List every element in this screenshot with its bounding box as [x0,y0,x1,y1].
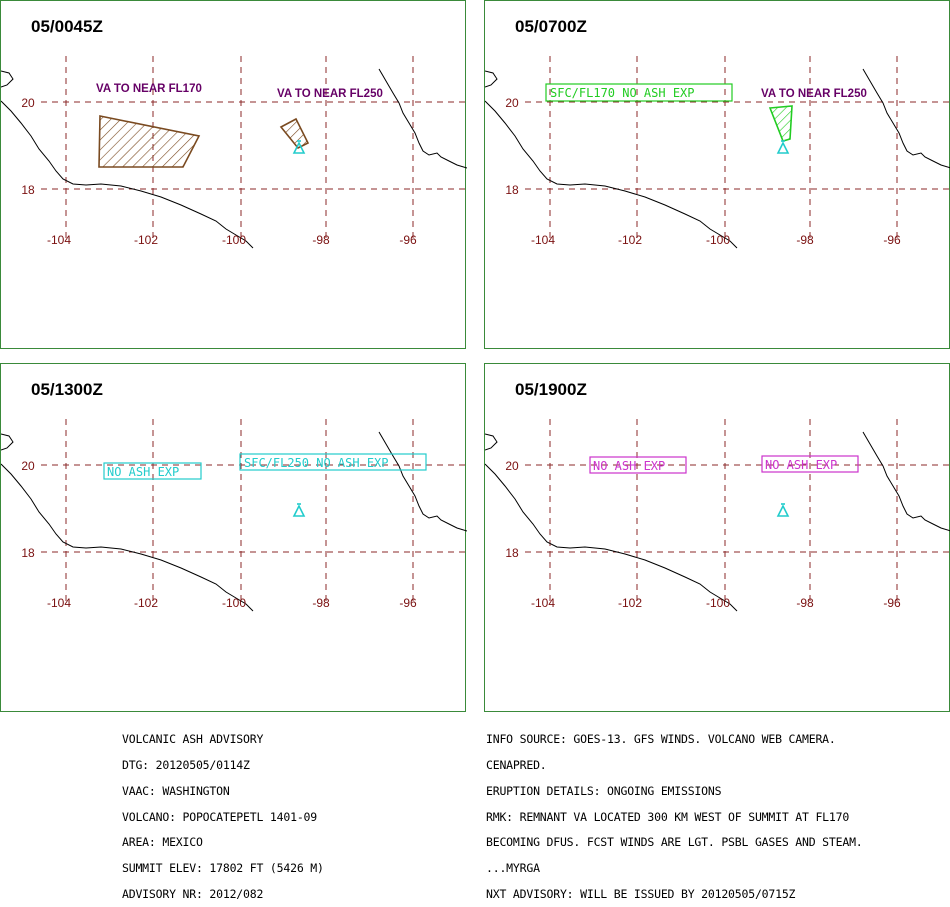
advisory-line: ADVISORY NR: 2012/082 [122,886,264,901]
lon-tick-label: -96 [883,233,901,247]
map-canvas: NO ASH EXP SFC/FL250 NO ASH EXP -104 -10… [1,419,467,612]
lon-tick-label: -98 [796,596,814,610]
panel-time-label: 05/0700Z [515,17,587,36]
map-canvas: -104 -102 -100 -98 -96 20 18 VA TO NEAR … [1,56,467,249]
advisory-line: VAAC: WASHINGTON [122,783,230,798]
lon-tick-label: -96 [399,596,417,610]
coastline-gulf [378,68,467,169]
lon-tick-label: -102 [134,233,158,247]
lat-tick-label: 20 [21,96,35,110]
ash-cloud-fl170 [98,115,201,168]
ash-cloud-fl250 [768,105,793,142]
lon-tick-label: -104 [47,596,71,610]
no-ash-label: NO ASH EXP [593,459,665,473]
no-ash-label: NO ASH EXP [765,458,837,472]
advisory-line: SUMMIT ELEV: 17802 FT (5426 M) [122,861,324,876]
panel-time-label: 05/1300Z [31,380,103,399]
forecast-panel-0045z: 05/0045Z -104 -102 [0,0,467,349]
coastline-gulf [862,431,950,532]
coastline-pacific [1,70,254,249]
volcano-triangle-icon [776,503,790,517]
lon-tick-label: -98 [312,596,330,610]
lon-tick-label: -102 [134,596,158,610]
lon-tick-label: -100 [706,596,730,610]
lon-tick-label: -96 [883,596,901,610]
forecast-panel-1300z: 05/1300Z NO ASH EXP SFC/FL250 NO ASH EXP… [0,363,467,712]
coastline-gulf [862,68,950,169]
advisory-line: ...MYRGA [486,861,540,876]
panel-time-label: 05/0045Z [31,17,103,36]
ash-cloud-fl250 [279,117,310,150]
forecast-panel-1900z: 05/1900Z NO ASH EXP NO ASH EXP -104 -102… [484,363,950,712]
va-label: VA TO NEAR FL170 [96,83,202,95]
lat-tick-label: 20 [21,459,35,473]
annotation-box [761,455,859,473]
lon-tick-label: -100 [222,596,246,610]
coastline-gulf [378,431,467,532]
annotation-box [545,83,733,102]
lat-lon-grid [525,56,950,241]
annotation-box [589,456,687,474]
lon-tick-label: -100 [706,233,730,247]
lon-tick-label: -98 [312,233,330,247]
advisory-line: INFO SOURCE: GOES-13. GFS WINDS. VOLCANO… [486,732,836,747]
annotation-box [103,462,202,480]
lon-tick-label: -102 [618,596,642,610]
no-ash-label: SFC/FL250 NO ASH EXP [244,456,389,470]
advisory-line: VOLCANO: POPOCATEPETL 1401-09 [122,809,317,824]
lat-tick-label: 20 [505,459,519,473]
no-ash-label: NO ASH EXP [107,465,179,479]
advisory-line: NXT ADVISORY: WILL BE ISSUED BY 20120505… [486,886,796,901]
advisory-line: AREA: MEXICO [122,835,203,850]
advisory-line: VOLCANIC ASH ADVISORY [122,732,264,747]
volcano-triangle-icon [292,503,306,517]
lat-lon-grid [525,419,950,604]
panel-time-label: 05/1900Z [515,380,587,399]
advisory-line: BECOMING DFUS. FCST WINDS ARE LGT. PSBL … [486,835,863,850]
forecast-panel-0700z: 05/0700Z SFC/FL170 NO ASH EXP VA TO NEAR… [484,0,950,349]
lat-tick-label: 18 [505,546,519,560]
coastline-pacific [1,433,254,612]
advisory-text-left: VOLCANIC ASH ADVISORY DTG: 20120505/0114… [122,718,462,907]
advisory-line: DTG: 20120505/0114Z [122,757,250,772]
advisory-line: CENAPRED. [486,757,547,772]
map-canvas: NO ASH EXP NO ASH EXP -104 -102 -100 -98… [485,419,950,612]
advisory-text-right: INFO SOURCE: GOES-13. GFS WINDS. VOLCANO… [486,718,946,907]
lat-tick-label: 20 [505,96,519,110]
coastline-pacific [485,433,738,612]
lon-tick-label: -100 [222,233,246,247]
lat-tick-label: 18 [21,546,35,560]
lon-tick-label: -98 [796,233,814,247]
lat-tick-label: 18 [21,183,35,197]
advisory-line: ERUPTION DETAILS: ONGOING EMISSIONS [486,783,722,798]
lon-tick-label: -96 [399,233,417,247]
va-label: VA TO NEAR FL250 [277,88,383,100]
no-ash-label: SFC/FL170 NO ASH EXP [550,86,695,100]
va-label: VA TO NEAR FL250 [761,88,867,100]
map-canvas: SFC/FL170 NO ASH EXP VA TO NEAR FL250 -1… [485,56,950,249]
lon-tick-label: -104 [47,233,71,247]
lon-tick-label: -104 [531,233,555,247]
lon-tick-label: -104 [531,596,555,610]
volcano-triangle-icon [292,140,306,154]
lat-lon-grid [41,419,467,604]
coastline-pacific [485,70,738,249]
volcano-triangle-icon [776,140,790,154]
advisory-line: RMK: REMNANT VA LOCATED 300 KM WEST OF S… [486,809,850,824]
annotation-box [239,453,427,471]
lon-tick-label: -102 [618,233,642,247]
lat-tick-label: 18 [505,183,519,197]
